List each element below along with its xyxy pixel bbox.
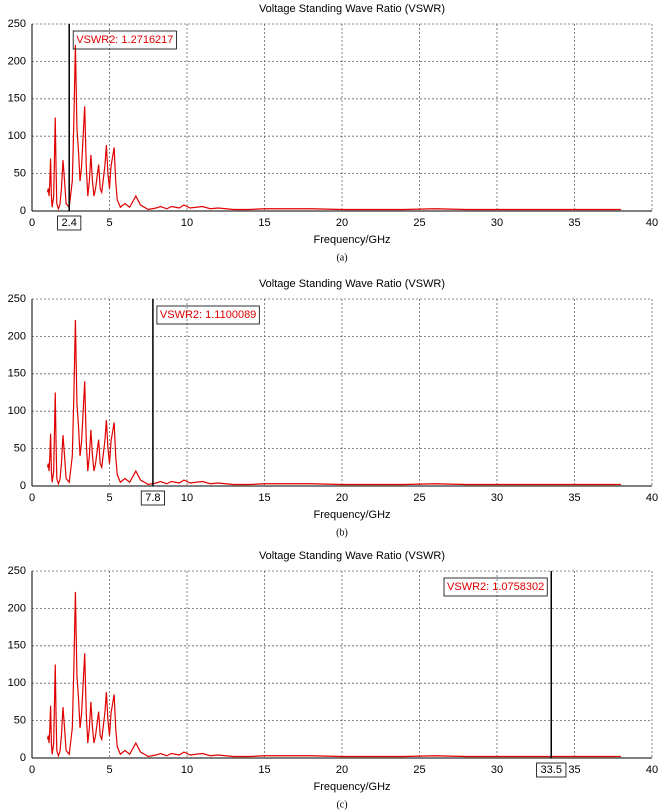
x-tick-label: 35 xyxy=(568,217,580,229)
y-tick-label: 50 xyxy=(14,443,26,455)
x-tick-label: 40 xyxy=(646,217,658,229)
x-tick-label: 35 xyxy=(568,492,580,504)
x-axis-label: Frequency/GHz xyxy=(313,234,390,246)
x-tick-label: 15 xyxy=(258,764,270,776)
x-tick-label: 30 xyxy=(491,217,503,229)
y-tick-label: 50 xyxy=(14,168,26,180)
y-tick-label: 0 xyxy=(20,480,26,492)
chart-title: Voltage Standing Wave Ratio (VSWR) xyxy=(259,278,445,290)
marker-label: VSWR2: 1.1100089 xyxy=(160,309,256,321)
x-tick-label: 5 xyxy=(106,492,112,504)
y-tick-label: 250 xyxy=(8,565,26,577)
marker-x-box xyxy=(57,215,82,231)
caption: (b) xyxy=(336,527,348,538)
x-axis-label: Frequency/GHz xyxy=(313,781,390,793)
x-tick-label: 5 xyxy=(106,764,112,776)
x-tick-label: 0 xyxy=(29,217,35,229)
y-tick-label: 150 xyxy=(8,368,26,380)
marker-x-box xyxy=(536,762,567,778)
vswr-line xyxy=(46,591,621,758)
y-tick-label: 200 xyxy=(8,602,26,614)
y-tick-label: 0 xyxy=(20,752,26,764)
y-tick-label: 100 xyxy=(8,405,26,417)
x-tick-label: 25 xyxy=(413,492,425,504)
x-tick-label: 35 xyxy=(568,764,580,776)
y-tick-label: 250 xyxy=(8,293,26,305)
caption: (c) xyxy=(336,799,347,810)
x-tick-label: 25 xyxy=(413,764,425,776)
x-tick-label: 20 xyxy=(336,492,348,504)
x-tick-label: 30 xyxy=(491,764,503,776)
y-tick-label: 200 xyxy=(8,330,26,342)
x-axis-label: Frequency/GHz xyxy=(313,509,390,521)
x-tick-label: 30 xyxy=(491,492,503,504)
x-tick-label: 25 xyxy=(413,217,425,229)
x-tick-label: 40 xyxy=(646,764,658,776)
marker-label-box xyxy=(156,305,260,325)
marker-label-box xyxy=(443,577,548,597)
x-tick-label: 5 xyxy=(106,217,112,229)
x-tick-label: 40 xyxy=(646,492,658,504)
vswr-line xyxy=(46,44,621,211)
y-tick-label: 0 xyxy=(20,205,26,217)
marker-label: VSWR2: 1.2716217 xyxy=(76,34,173,46)
x-tick-label: 10 xyxy=(181,217,193,229)
caption: (a) xyxy=(336,252,347,263)
x-tick-label: 15 xyxy=(258,492,270,504)
y-tick-label: 200 xyxy=(8,55,26,67)
x-tick-label: 10 xyxy=(181,764,193,776)
marker-label: VSWR2: 1.0758302 xyxy=(447,581,544,593)
marker-x-label: 33.5 xyxy=(541,764,562,776)
marker-label-box xyxy=(72,30,177,50)
chart-title: Voltage Standing Wave Ratio (VSWR) xyxy=(259,550,445,562)
chart-title: Voltage Standing Wave Ratio (VSWR) xyxy=(259,3,445,15)
x-tick-label: 0 xyxy=(29,492,35,504)
x-tick-label: 0 xyxy=(29,764,35,776)
x-tick-label: 10 xyxy=(181,492,193,504)
y-tick-label: 100 xyxy=(8,677,26,689)
marker-x-box xyxy=(140,490,165,506)
y-tick-label: 150 xyxy=(8,640,26,652)
y-tick-label: 150 xyxy=(8,93,26,105)
marker-x-label: 2.4 xyxy=(62,217,77,229)
y-tick-label: 50 xyxy=(14,715,26,727)
x-tick-label: 20 xyxy=(336,217,348,229)
x-tick-label: 20 xyxy=(336,764,348,776)
y-tick-label: 250 xyxy=(8,18,26,30)
x-tick-label: 15 xyxy=(258,217,270,229)
y-tick-label: 100 xyxy=(8,130,26,142)
vswr-line xyxy=(46,319,621,486)
marker-x-label: 7.8 xyxy=(145,492,160,504)
